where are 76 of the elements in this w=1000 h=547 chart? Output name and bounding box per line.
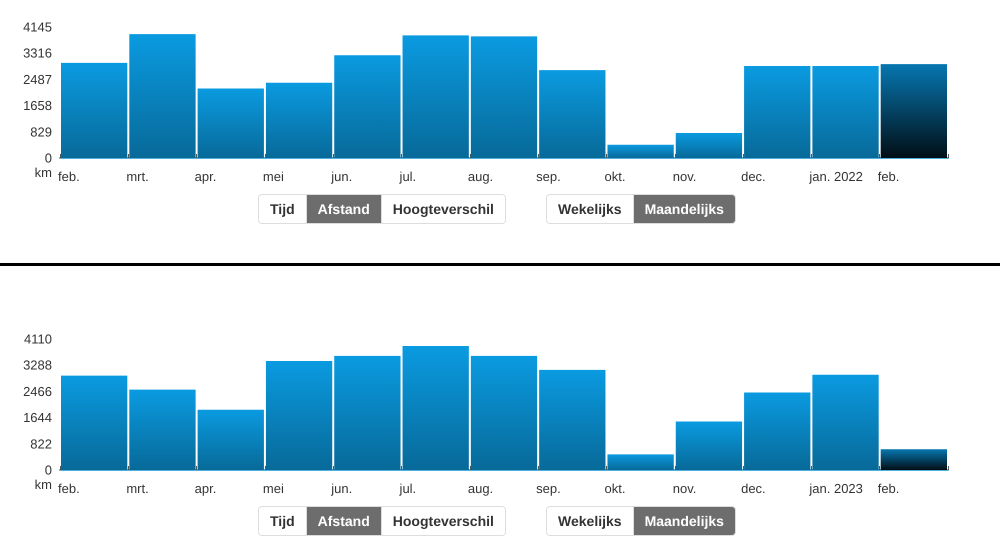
bar <box>607 454 674 470</box>
bar <box>129 390 196 470</box>
x-tick-label: mrt. <box>126 169 149 184</box>
x-tick-label: sep. <box>536 481 561 496</box>
y-tick-label: 2466 <box>23 384 52 399</box>
y-tick-label: 0 <box>44 462 52 478</box>
bar <box>539 70 606 158</box>
bar <box>880 449 947 470</box>
bar <box>334 55 401 158</box>
y-tick-label: 2487 <box>23 72 52 87</box>
x-tick-label: jul. <box>398 481 416 496</box>
bar <box>676 133 742 158</box>
text: Hoogteverschil <box>380 507 505 535</box>
bar <box>129 34 196 158</box>
bar <box>61 376 128 470</box>
y-tick-label: 829 <box>30 124 52 140</box>
bar <box>61 62 128 158</box>
bar <box>402 346 469 470</box>
bar <box>607 144 674 158</box>
x-tick-label: jul. <box>398 169 416 184</box>
x-tick-label: feb. <box>58 481 80 496</box>
bar <box>334 356 401 470</box>
x-tick-label: jun. <box>330 169 352 184</box>
x-tick-label: feb. <box>878 481 900 496</box>
bar <box>880 64 947 158</box>
x-tick-label: jan. 2022 <box>808 169 863 184</box>
text: Afstand <box>306 195 381 223</box>
x-tick-label: aug. <box>468 481 494 496</box>
bar <box>470 356 538 470</box>
bar <box>266 82 332 158</box>
y-axis-title: km <box>34 477 52 492</box>
bar <box>539 370 606 470</box>
y-tick-label: 4110 <box>24 332 52 346</box>
x-tick-label: dec. <box>741 169 766 184</box>
x-tick-label: sep. <box>536 169 561 184</box>
y-tick-label: 822 <box>30 436 52 452</box>
y-tick-label: 4145 <box>23 20 52 34</box>
y-tick-label: 3288 <box>23 358 52 373</box>
bar <box>198 88 264 158</box>
bar <box>812 374 879 470</box>
text: Maandelijks <box>632 507 735 535</box>
x-tick-label: feb. <box>58 169 80 184</box>
text: Hoogteverschil <box>380 195 505 223</box>
x-tick-label: okt. <box>604 481 626 496</box>
x-tick-label: feb. <box>878 169 900 184</box>
bar <box>676 422 742 470</box>
bar <box>198 410 264 470</box>
x-tick-label: jun. <box>330 481 352 496</box>
x-tick-label: jan. 2023 <box>808 481 863 496</box>
x-tick-label: mei <box>262 169 284 184</box>
text: Maandelijks <box>632 195 735 223</box>
y-tick-label: 1658 <box>23 98 52 114</box>
text: Wekelijks <box>547 507 633 535</box>
x-tick-label: nov. <box>672 481 696 496</box>
bar <box>744 66 810 158</box>
bar <box>470 36 538 158</box>
x-tick-label: nov. <box>672 169 696 184</box>
bar <box>402 35 469 158</box>
y-tick-label: 3316 <box>23 46 52 61</box>
bar <box>744 392 810 470</box>
x-tick-label: apr. <box>194 481 216 496</box>
y-axis-title: km <box>34 165 52 180</box>
text: Tijd <box>259 195 306 223</box>
y-tick-label: 0 <box>44 150 52 166</box>
bar <box>266 360 332 470</box>
x-tick-label: dec. <box>741 481 766 496</box>
text: Wekelijks <box>547 195 633 223</box>
x-tick-label: apr. <box>194 169 216 184</box>
text: Afstand <box>306 507 381 535</box>
x-tick-label: mrt. <box>126 481 149 496</box>
y-tick-label: 1644 <box>23 410 52 426</box>
text: Tijd <box>259 507 306 535</box>
bar <box>812 66 879 158</box>
x-tick-label: aug. <box>468 169 494 184</box>
x-tick-label: okt. <box>604 169 626 184</box>
x-tick-label: mei <box>262 481 284 496</box>
